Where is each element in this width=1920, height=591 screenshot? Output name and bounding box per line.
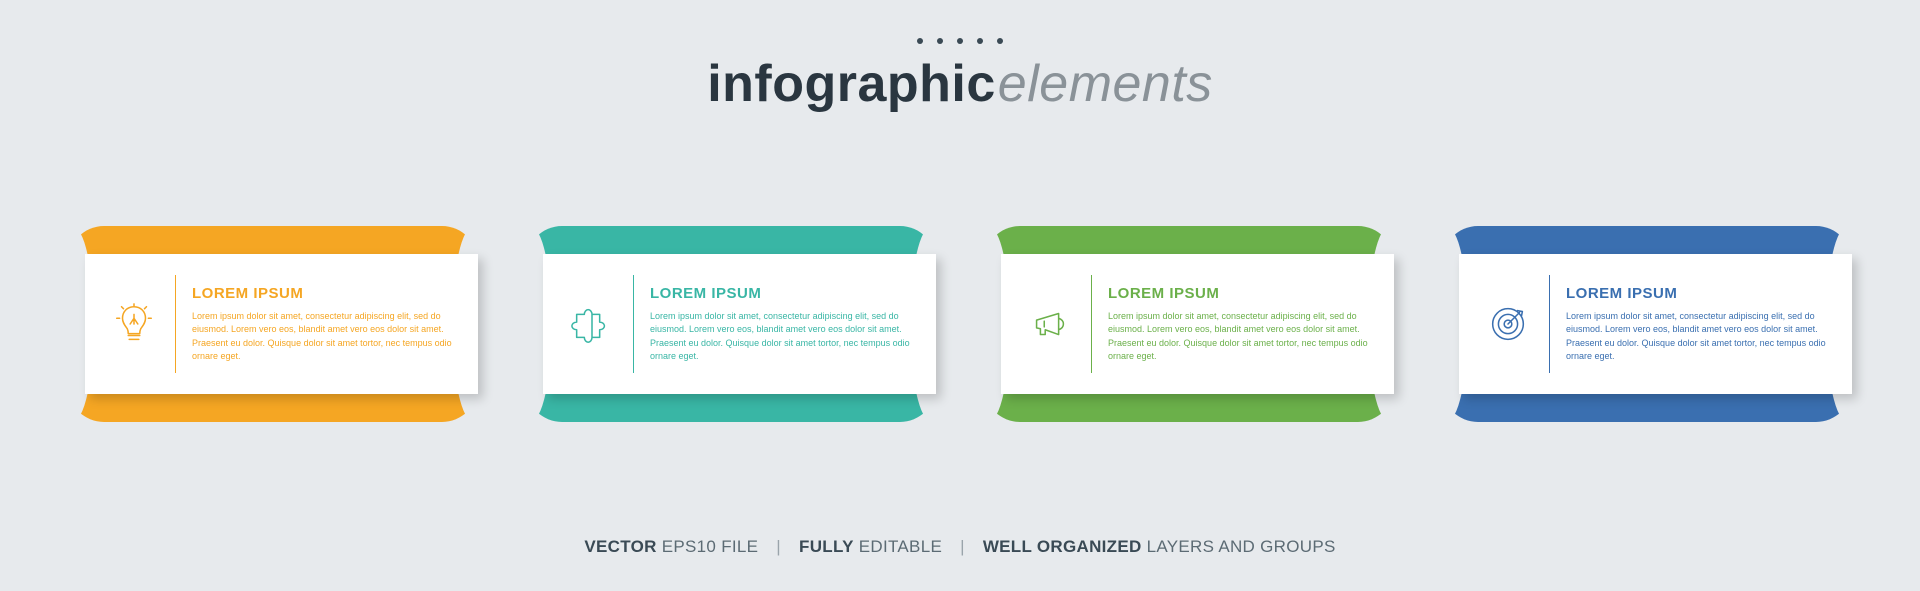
footer-text: EPS10 FILE	[657, 537, 759, 556]
card-body: Lorem ipsum dolor sit amet, consectetur …	[1108, 310, 1370, 362]
footer-separator: |	[776, 537, 781, 556]
card-title: LOREM IPSUM	[1566, 285, 1828, 302]
target-icon	[1475, 301, 1541, 347]
card-divider	[1549, 275, 1550, 373]
page-title: infographicelements	[0, 54, 1920, 114]
info-card: LOREM IPSUM Lorem ipsum dolor sit amet, c…	[68, 226, 478, 422]
card-divider	[633, 275, 634, 373]
card-title: LOREM IPSUM	[192, 285, 454, 302]
card-panel: LOREM IPSUM Lorem ipsum dolor sit amet, c…	[1001, 254, 1394, 394]
card-title: LOREM IPSUM	[650, 285, 912, 302]
footer-separator: |	[960, 537, 965, 556]
footer-strong: WELL ORGANIZED	[983, 537, 1142, 556]
lightbulb-icon	[101, 301, 167, 347]
header-dot	[957, 38, 963, 44]
card-panel: LOREM IPSUM Lorem ipsum dolor sit amet, c…	[543, 254, 936, 394]
footer-strong: FULLY	[799, 537, 854, 556]
info-card: LOREM IPSUM Lorem ipsum dolor sit amet, c…	[984, 226, 1394, 422]
footer-strong: VECTOR	[584, 537, 656, 556]
cards-row: LOREM IPSUM Lorem ipsum dolor sit amet, c…	[0, 226, 1920, 422]
card-divider	[175, 275, 176, 373]
header-dots	[0, 38, 1920, 44]
puzzle-icon	[559, 301, 625, 347]
header: infographicelements	[0, 0, 1920, 114]
title-thin: elements	[998, 55, 1213, 113]
card-text: LOREM IPSUM Lorem ipsum dolor sit amet, c…	[1566, 285, 1834, 362]
info-card: LOREM IPSUM Lorem ipsum dolor sit amet, c…	[526, 226, 936, 422]
card-text: LOREM IPSUM Lorem ipsum dolor sit amet, c…	[650, 285, 918, 362]
header-dot	[937, 38, 943, 44]
card-panel: LOREM IPSUM Lorem ipsum dolor sit amet, c…	[1459, 254, 1852, 394]
footer-text: EDITABLE	[854, 537, 942, 556]
card-panel: LOREM IPSUM Lorem ipsum dolor sit amet, c…	[85, 254, 478, 394]
title-bold: infographic	[707, 55, 996, 113]
card-body: Lorem ipsum dolor sit amet, consectetur …	[192, 310, 454, 362]
header-dot	[997, 38, 1003, 44]
card-text: LOREM IPSUM Lorem ipsum dolor sit amet, c…	[192, 285, 460, 362]
header-dot	[977, 38, 983, 44]
card-body: Lorem ipsum dolor sit amet, consectetur …	[1566, 310, 1828, 362]
footer: VECTOR EPS10 FILE | FULLY EDITABLE | WELL OR…	[0, 537, 1920, 557]
info-card: LOREM IPSUM Lorem ipsum dolor sit amet, c…	[1442, 226, 1852, 422]
megaphone-icon	[1017, 301, 1083, 347]
footer-text: LAYERS AND GROUPS	[1142, 537, 1336, 556]
card-title: LOREM IPSUM	[1108, 285, 1370, 302]
card-body: Lorem ipsum dolor sit amet, consectetur …	[650, 310, 912, 362]
card-text: LOREM IPSUM Lorem ipsum dolor sit amet, c…	[1108, 285, 1376, 362]
header-dot	[917, 38, 923, 44]
card-divider	[1091, 275, 1092, 373]
